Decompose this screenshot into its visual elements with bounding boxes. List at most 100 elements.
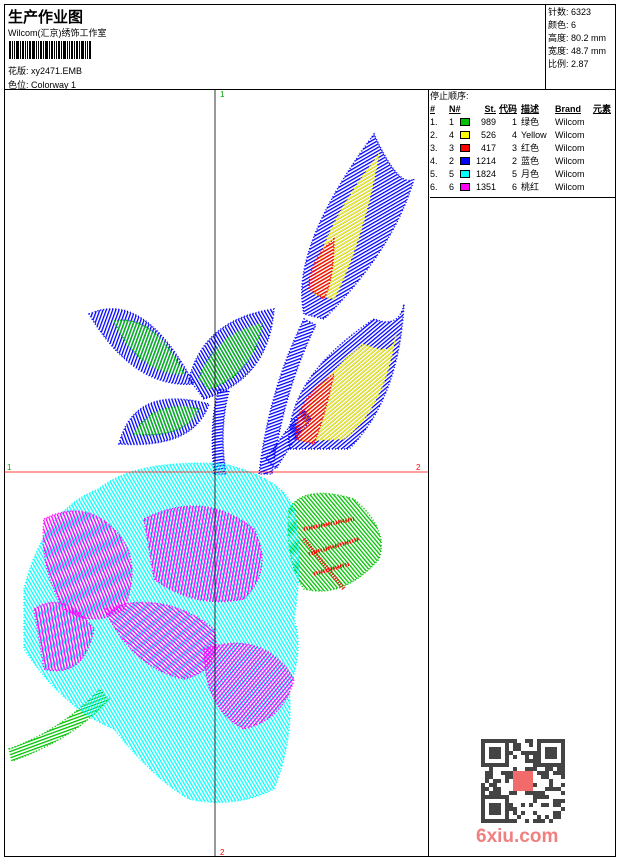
- color-swatch: [460, 156, 470, 165]
- table-row[interactable]: 3. 3 417 3 红色 Wilcom: [430, 141, 616, 154]
- table-row[interactable]: 1. 1 989 1 绿色 Wilcom: [430, 115, 616, 128]
- stat-value: 6: [571, 20, 577, 30]
- needle: 5: [449, 168, 455, 179]
- stop-sequence-table: 停止顺序: # N# St. 代码 描述 Brand 元素 1. 1 989 1 绿色 Wilcom 2…: [430, 89, 616, 198]
- brand: Wilcom: [555, 155, 585, 166]
- leaf: [287, 492, 382, 592]
- embroidery-preview: 1 2 1 2: [4, 89, 428, 857]
- column-header: St.: [484, 103, 496, 114]
- design-value: xy2471.EMB: [31, 66, 83, 76]
- flower-petal: [143, 505, 263, 603]
- table-row[interactable]: 5. 5 1824 5 月色 Wilcom: [430, 167, 616, 180]
- code: 1: [511, 116, 517, 127]
- table-row[interactable]: 4. 2 1214 2 蓝色 Wilcom: [430, 154, 616, 167]
- column-header: N#: [449, 103, 461, 114]
- brand: Wilcom: [555, 129, 585, 140]
- column-header: 元素: [593, 104, 612, 114]
- axis-label-right: 2: [416, 463, 421, 472]
- seq: 4.: [430, 155, 438, 166]
- stat-item: 宽度: 48.7 mm: [548, 45, 614, 58]
- bud-petal: [308, 237, 335, 301]
- stop-sequence-title: 停止顺序:: [430, 91, 469, 101]
- stat-item: 比例: 2.87: [548, 58, 614, 71]
- leaf: [132, 406, 201, 436]
- color-swatch: [460, 130, 470, 139]
- color-swatch: [460, 143, 470, 152]
- stitches: 1824: [475, 168, 496, 179]
- stat-value: 2.87: [571, 59, 589, 69]
- design-label: 花版:: [8, 66, 29, 76]
- stitches: 989: [480, 116, 496, 127]
- stitches: 1351: [475, 181, 496, 192]
- stat-label: 颜色:: [548, 20, 569, 30]
- needle: 4: [449, 129, 455, 140]
- color-swatch: [460, 169, 470, 178]
- flower-petal: [33, 601, 95, 672]
- qr-code: [481, 739, 565, 823]
- description: 月色: [521, 169, 540, 179]
- stat-label: 宽度:: [548, 46, 569, 56]
- code: 5: [511, 168, 517, 179]
- leaf-vein: [302, 517, 360, 591]
- axis-label-left: 1: [7, 463, 12, 472]
- column-header: 描述: [521, 104, 540, 114]
- stat-label: 高度:: [548, 33, 569, 43]
- table-row[interactable]: 2. 4 526 4 Yellow Wilcom: [430, 128, 616, 141]
- stat-value: 80.2 mm: [571, 33, 607, 43]
- code: 6: [511, 181, 517, 192]
- colorway: 色位: Colorway 1: [8, 78, 76, 91]
- stat-item: 颜色: 6: [548, 19, 614, 32]
- color-swatch: [460, 117, 470, 126]
- stat-item: 高度: 80.2 mm: [548, 32, 614, 45]
- needle: 6: [449, 181, 455, 192]
- color-swatch: [460, 182, 470, 191]
- page-frame: [4, 4, 616, 857]
- seq: 3.: [430, 142, 438, 153]
- stitches: 1214: [475, 155, 496, 166]
- flower-petal: [203, 642, 295, 730]
- leaf: [112, 319, 186, 375]
- stitches: 417: [480, 142, 496, 153]
- description: 蓝色: [521, 156, 540, 166]
- code: 4: [511, 129, 517, 140]
- stitches: 526: [480, 129, 496, 140]
- table-row[interactable]: 6. 6 1351 6 桃红 Wilcom: [430, 180, 616, 193]
- stat-value: 6323: [571, 7, 592, 17]
- stat-item: 针数: 6323: [548, 6, 614, 19]
- code: 3: [511, 142, 517, 153]
- colorway-value: Colorway 1: [31, 80, 77, 90]
- company-name: Wilcom(汇京)绣饰工作室: [8, 28, 107, 38]
- column-header: 代码: [498, 104, 517, 114]
- bud-petal: [295, 372, 336, 445]
- seq: 6.: [430, 181, 438, 192]
- page-title: 生产作业图: [8, 9, 84, 26]
- header: 生产作业图 Wilcom(汇京)绣饰工作室 花版: xy2471.EMB 色位:…: [4, 4, 616, 90]
- colorway-label: 色位:: [8, 80, 29, 90]
- needle: 2: [449, 155, 455, 166]
- axis-label-bottom: 2: [220, 848, 225, 857]
- description: 桃红: [521, 182, 540, 192]
- column-header: Brand: [555, 103, 582, 114]
- watermark-logo: 6xiu.com: [476, 826, 559, 847]
- stat-label: 针数:: [548, 7, 569, 17]
- brand: Wilcom: [555, 142, 585, 153]
- brand: Wilcom: [555, 116, 585, 127]
- brand: Wilcom: [555, 168, 585, 179]
- seq: 2.: [430, 129, 438, 140]
- description: 红色: [521, 143, 540, 153]
- stop-sequence-panel: 停止顺序: # N# St. 代码 描述 Brand 元素 1. 1 989 1 绿色 Wilcom 2…: [428, 89, 617, 857]
- design-file: 花版: xy2471.EMB: [8, 64, 82, 77]
- barcode: [9, 41, 117, 59]
- stem-stitch: [211, 388, 230, 475]
- needle: 3: [449, 142, 455, 153]
- table-header: # N# St. 代码 描述 Brand 元素: [430, 102, 616, 115]
- qr-logo: [513, 771, 533, 791]
- stat-value: 48.7 mm: [571, 46, 607, 56]
- brand: Wilcom: [555, 181, 585, 192]
- code: 2: [511, 155, 517, 166]
- seq: 5.: [430, 168, 438, 179]
- description: Yellow: [521, 129, 547, 140]
- stem-stitch: [258, 317, 318, 475]
- needle: 1: [449, 116, 455, 127]
- description: 绿色: [521, 117, 540, 127]
